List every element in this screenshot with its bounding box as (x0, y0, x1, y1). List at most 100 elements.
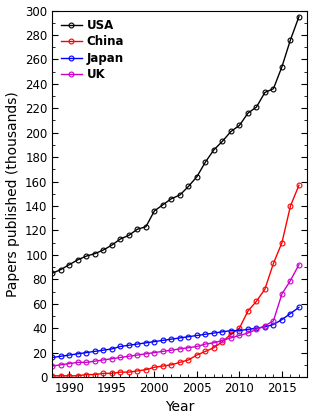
UK (254, 327, 258, 332)
Japan (221, 329, 224, 334)
Japan (119, 344, 122, 349)
China (263, 286, 267, 291)
UK (136, 352, 139, 357)
Japan (289, 311, 292, 316)
UK (59, 362, 63, 368)
China (110, 371, 114, 376)
China (297, 183, 301, 188)
Line: Japan: Japan (50, 305, 301, 360)
Japan (144, 340, 148, 345)
USA (238, 123, 241, 128)
China (212, 345, 216, 350)
USA (289, 37, 292, 42)
UK (246, 331, 250, 336)
China (254, 299, 258, 304)
USA (152, 208, 156, 213)
Japan (195, 333, 199, 338)
China (280, 240, 284, 245)
USA (280, 64, 284, 69)
China (68, 373, 71, 378)
X-axis label: Year: Year (165, 400, 195, 415)
China (187, 357, 190, 362)
UK (195, 344, 199, 349)
China (144, 367, 148, 372)
Japan (127, 343, 131, 348)
Japan (238, 328, 241, 333)
China (119, 370, 122, 375)
China (50, 373, 54, 378)
USA (229, 129, 233, 134)
USA (110, 243, 114, 248)
USA (170, 196, 173, 201)
USA (144, 224, 148, 229)
Japan (272, 322, 275, 327)
UK (93, 359, 97, 364)
USA (85, 254, 88, 259)
USA (297, 14, 301, 19)
Japan (246, 327, 250, 332)
China (161, 364, 165, 369)
USA (212, 147, 216, 152)
Line: USA: USA (50, 14, 301, 276)
USA (254, 105, 258, 110)
USA (272, 86, 275, 91)
UK (101, 357, 105, 362)
UK (170, 348, 173, 353)
UK (85, 360, 88, 365)
USA (59, 267, 63, 272)
USA (101, 247, 105, 252)
Japan (110, 346, 114, 352)
UK (289, 278, 292, 283)
Japan (85, 350, 88, 355)
Japan (263, 324, 267, 329)
UK (178, 346, 182, 352)
UK (272, 318, 275, 323)
Japan (101, 348, 105, 353)
USA (50, 270, 54, 276)
Japan (50, 355, 54, 360)
UK (221, 338, 224, 343)
Legend: USA, China, Japan, UK: USA, China, Japan, UK (56, 14, 129, 86)
China (195, 352, 199, 357)
Japan (170, 337, 173, 342)
USA (195, 174, 199, 179)
China (76, 373, 80, 378)
UK (50, 364, 54, 369)
Japan (212, 331, 216, 336)
USA (161, 202, 165, 207)
UK (238, 333, 241, 338)
China (238, 326, 241, 331)
UK (187, 345, 190, 350)
USA (93, 251, 97, 256)
Y-axis label: Papers published (thousands): Papers published (thousands) (6, 91, 19, 297)
UK (144, 351, 148, 356)
Japan (254, 326, 258, 331)
USA (263, 90, 267, 95)
USA (68, 262, 71, 267)
China (136, 368, 139, 373)
USA (187, 184, 190, 189)
China (93, 372, 97, 377)
China (170, 362, 173, 368)
Japan (93, 349, 97, 354)
China (59, 373, 63, 378)
USA (178, 192, 182, 197)
USA (127, 233, 131, 238)
UK (263, 323, 267, 328)
UK (76, 360, 80, 365)
Japan (178, 336, 182, 341)
USA (221, 139, 224, 144)
UK (161, 349, 165, 354)
China (127, 370, 131, 375)
UK (203, 341, 207, 346)
Line: UK: UK (50, 262, 301, 368)
Japan (59, 354, 63, 359)
China (246, 309, 250, 314)
China (152, 365, 156, 370)
China (221, 339, 224, 344)
UK (68, 361, 71, 366)
China (289, 203, 292, 208)
USA (76, 257, 80, 262)
USA (136, 227, 139, 232)
Japan (203, 332, 207, 337)
